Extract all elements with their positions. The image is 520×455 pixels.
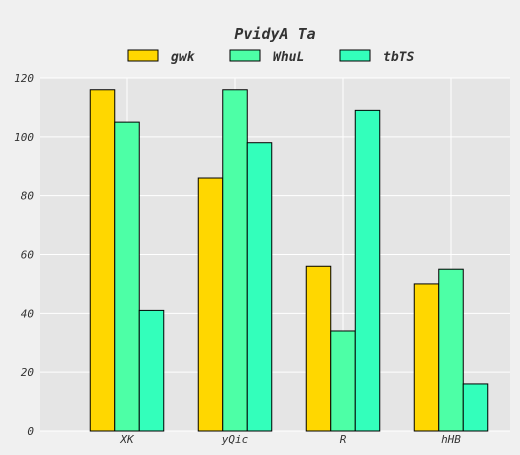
bar-tbTS-R [355,110,380,431]
bar-WhuL-XK [115,122,140,431]
x-tick-label: XK [119,433,135,446]
bar-gwk-hHB [414,284,439,431]
y-axis-ticks: 0 20 40 60 80 100 120 [14,72,34,438]
x-tick-label: yQic [221,433,249,446]
bar-tbTS-yQic [247,143,272,431]
x-tick-label: R [340,433,347,446]
y-tick-label: 100 [14,131,34,144]
bar-WhuL-yQic [223,90,248,431]
bar-WhuL-R [331,331,356,431]
legend-swatch-WhuL [230,50,260,61]
y-tick-label: 0 [27,425,34,438]
y-tick-label: 40 [21,307,35,320]
legend-label-gwk: gwk [171,50,196,65]
y-tick-label: 80 [21,190,35,203]
y-tick-label: 120 [14,72,34,85]
y-tick-label: 60 [21,249,35,262]
legend-label-tbTS: tbTS [383,50,414,65]
bar-WhuL-hHB [439,269,464,431]
bar-gwk-yQic [198,178,223,431]
legend: gwk WhuL tbTS [128,50,414,65]
x-tick-label: hHB [441,433,461,446]
legend-label-WhuL: WhuL [273,50,304,65]
chart-title: PvidyA Ta [234,25,315,43]
bar-tbTS-XK [139,310,164,431]
legend-swatch-tbTS [340,50,370,61]
y-tick-label: 20 [21,366,35,379]
bar-gwk-XK [90,90,115,431]
bar-tbTS-hHB [463,384,488,431]
bar-gwk-R [306,266,331,431]
legend-swatch-gwk [128,50,158,61]
